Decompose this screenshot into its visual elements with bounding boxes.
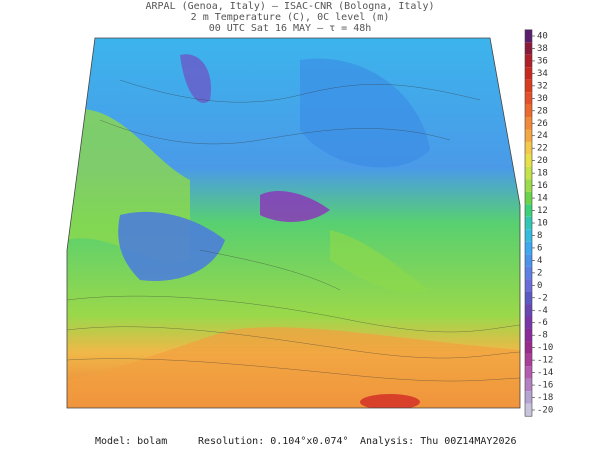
footer-model: Model: bolam: [95, 436, 167, 447]
colorbar-label: 30: [537, 94, 548, 104]
colorbar-label: -20: [537, 406, 553, 416]
colorbar-cell: [525, 129, 532, 142]
colorbar-label: 38: [537, 44, 548, 54]
colorbar-cell: [525, 316, 532, 329]
colorbar-cell: [525, 191, 532, 205]
colorbar-cell: [525, 141, 532, 155]
colorbar-cell: [525, 254, 532, 267]
colorbar-label: -14: [537, 368, 553, 378]
colorbar-cell: [525, 291, 532, 305]
colorbar-label: 40: [537, 32, 548, 42]
colorbar-label: 18: [537, 169, 548, 179]
colorbar-cell: [525, 204, 532, 217]
colorbar-label: 24: [537, 131, 548, 141]
colorbar-label: -16: [537, 381, 553, 391]
colorbar-label: 14: [537, 194, 548, 204]
colorbar-cell: [525, 67, 532, 80]
colorbar-label: 26: [537, 119, 548, 129]
header-line: 00 UTC Sat 16 MAY – τ = 48h: [209, 23, 372, 34]
colorbar-label: -4: [537, 306, 548, 316]
colorbar-label: 16: [537, 181, 548, 191]
map: [67, 38, 520, 408]
colorbar: 4038363432302826242220181614121086420-2-…: [524, 29, 553, 417]
colorbar-cell: [525, 117, 532, 130]
colorbar-cell: [525, 154, 532, 167]
colorbar-cell: [525, 279, 532, 292]
colorbar-cell: [525, 328, 532, 342]
colorbar-label: -8: [537, 331, 548, 341]
colorbar-cell: [525, 92, 532, 105]
colorbar-label: 28: [537, 106, 548, 116]
colorbar-cell: [525, 266, 532, 280]
colorbar-label: 10: [537, 219, 548, 229]
colorbar-cell: [525, 79, 532, 93]
footer-resolution: Resolution: 0.104°x0.074°: [198, 436, 349, 447]
colorbar-cell: [525, 241, 532, 255]
colorbar-cell: [525, 304, 532, 317]
colorbar-label: -6: [537, 318, 548, 328]
colorbar-cell: [525, 54, 532, 68]
colorbar-label: 20: [537, 156, 548, 166]
colorbar-label: 4: [537, 256, 542, 266]
colorbar-cell: [525, 229, 532, 242]
colorbar-cell: [525, 104, 532, 118]
header-line: 2 m Temperature (C), 0C level (m): [191, 12, 390, 23]
colorbar-cell: [525, 341, 532, 354]
britain: [180, 54, 211, 103]
footer-analysis: Analysis: Thu 00Z14MAY2026: [360, 436, 517, 447]
colorbar-label: -10: [537, 343, 553, 353]
colorbar-label: 22: [537, 144, 548, 154]
colorbar-label: 32: [537, 81, 548, 91]
colorbar-cell: [525, 403, 532, 417]
colorbar-cell: [525, 366, 532, 379]
colorbar-cell: [525, 29, 532, 43]
north-africa: [67, 327, 520, 408]
header-line: ARPAL (Genoa, Italy) – ISAC-CNR (Bologna…: [146, 1, 435, 12]
central-europe: [300, 58, 430, 168]
colorbar-cell: [525, 353, 532, 367]
colorbar-cell: [525, 166, 532, 180]
colorbar-cell: [525, 42, 532, 55]
colorbar-label: 6: [537, 243, 542, 253]
contours: [67, 79, 520, 382]
colorbar-label: 34: [537, 69, 548, 79]
colorbar-label: 12: [537, 206, 548, 216]
colorbar-label: 2: [537, 268, 542, 278]
colorbar-label: 36: [537, 56, 548, 66]
colorbar-label: 0: [537, 281, 542, 291]
colorbar-label: -18: [537, 393, 553, 403]
colorbar-label: 8: [537, 231, 542, 241]
colorbar-cell: [525, 179, 532, 192]
colorbar-label: -12: [537, 356, 553, 366]
colorbar-label: -2: [537, 293, 548, 303]
colorbar-frame: [524, 29, 533, 417]
map-border: [66, 37, 521, 409]
colorbar-cell: [525, 378, 532, 392]
colorbar-cell: [525, 216, 532, 230]
hot-spot: [360, 394, 420, 408]
alps: [260, 190, 330, 222]
colorbar-cell: [525, 391, 532, 404]
italy-balkans: [330, 230, 430, 293]
iberia: [118, 211, 225, 281]
